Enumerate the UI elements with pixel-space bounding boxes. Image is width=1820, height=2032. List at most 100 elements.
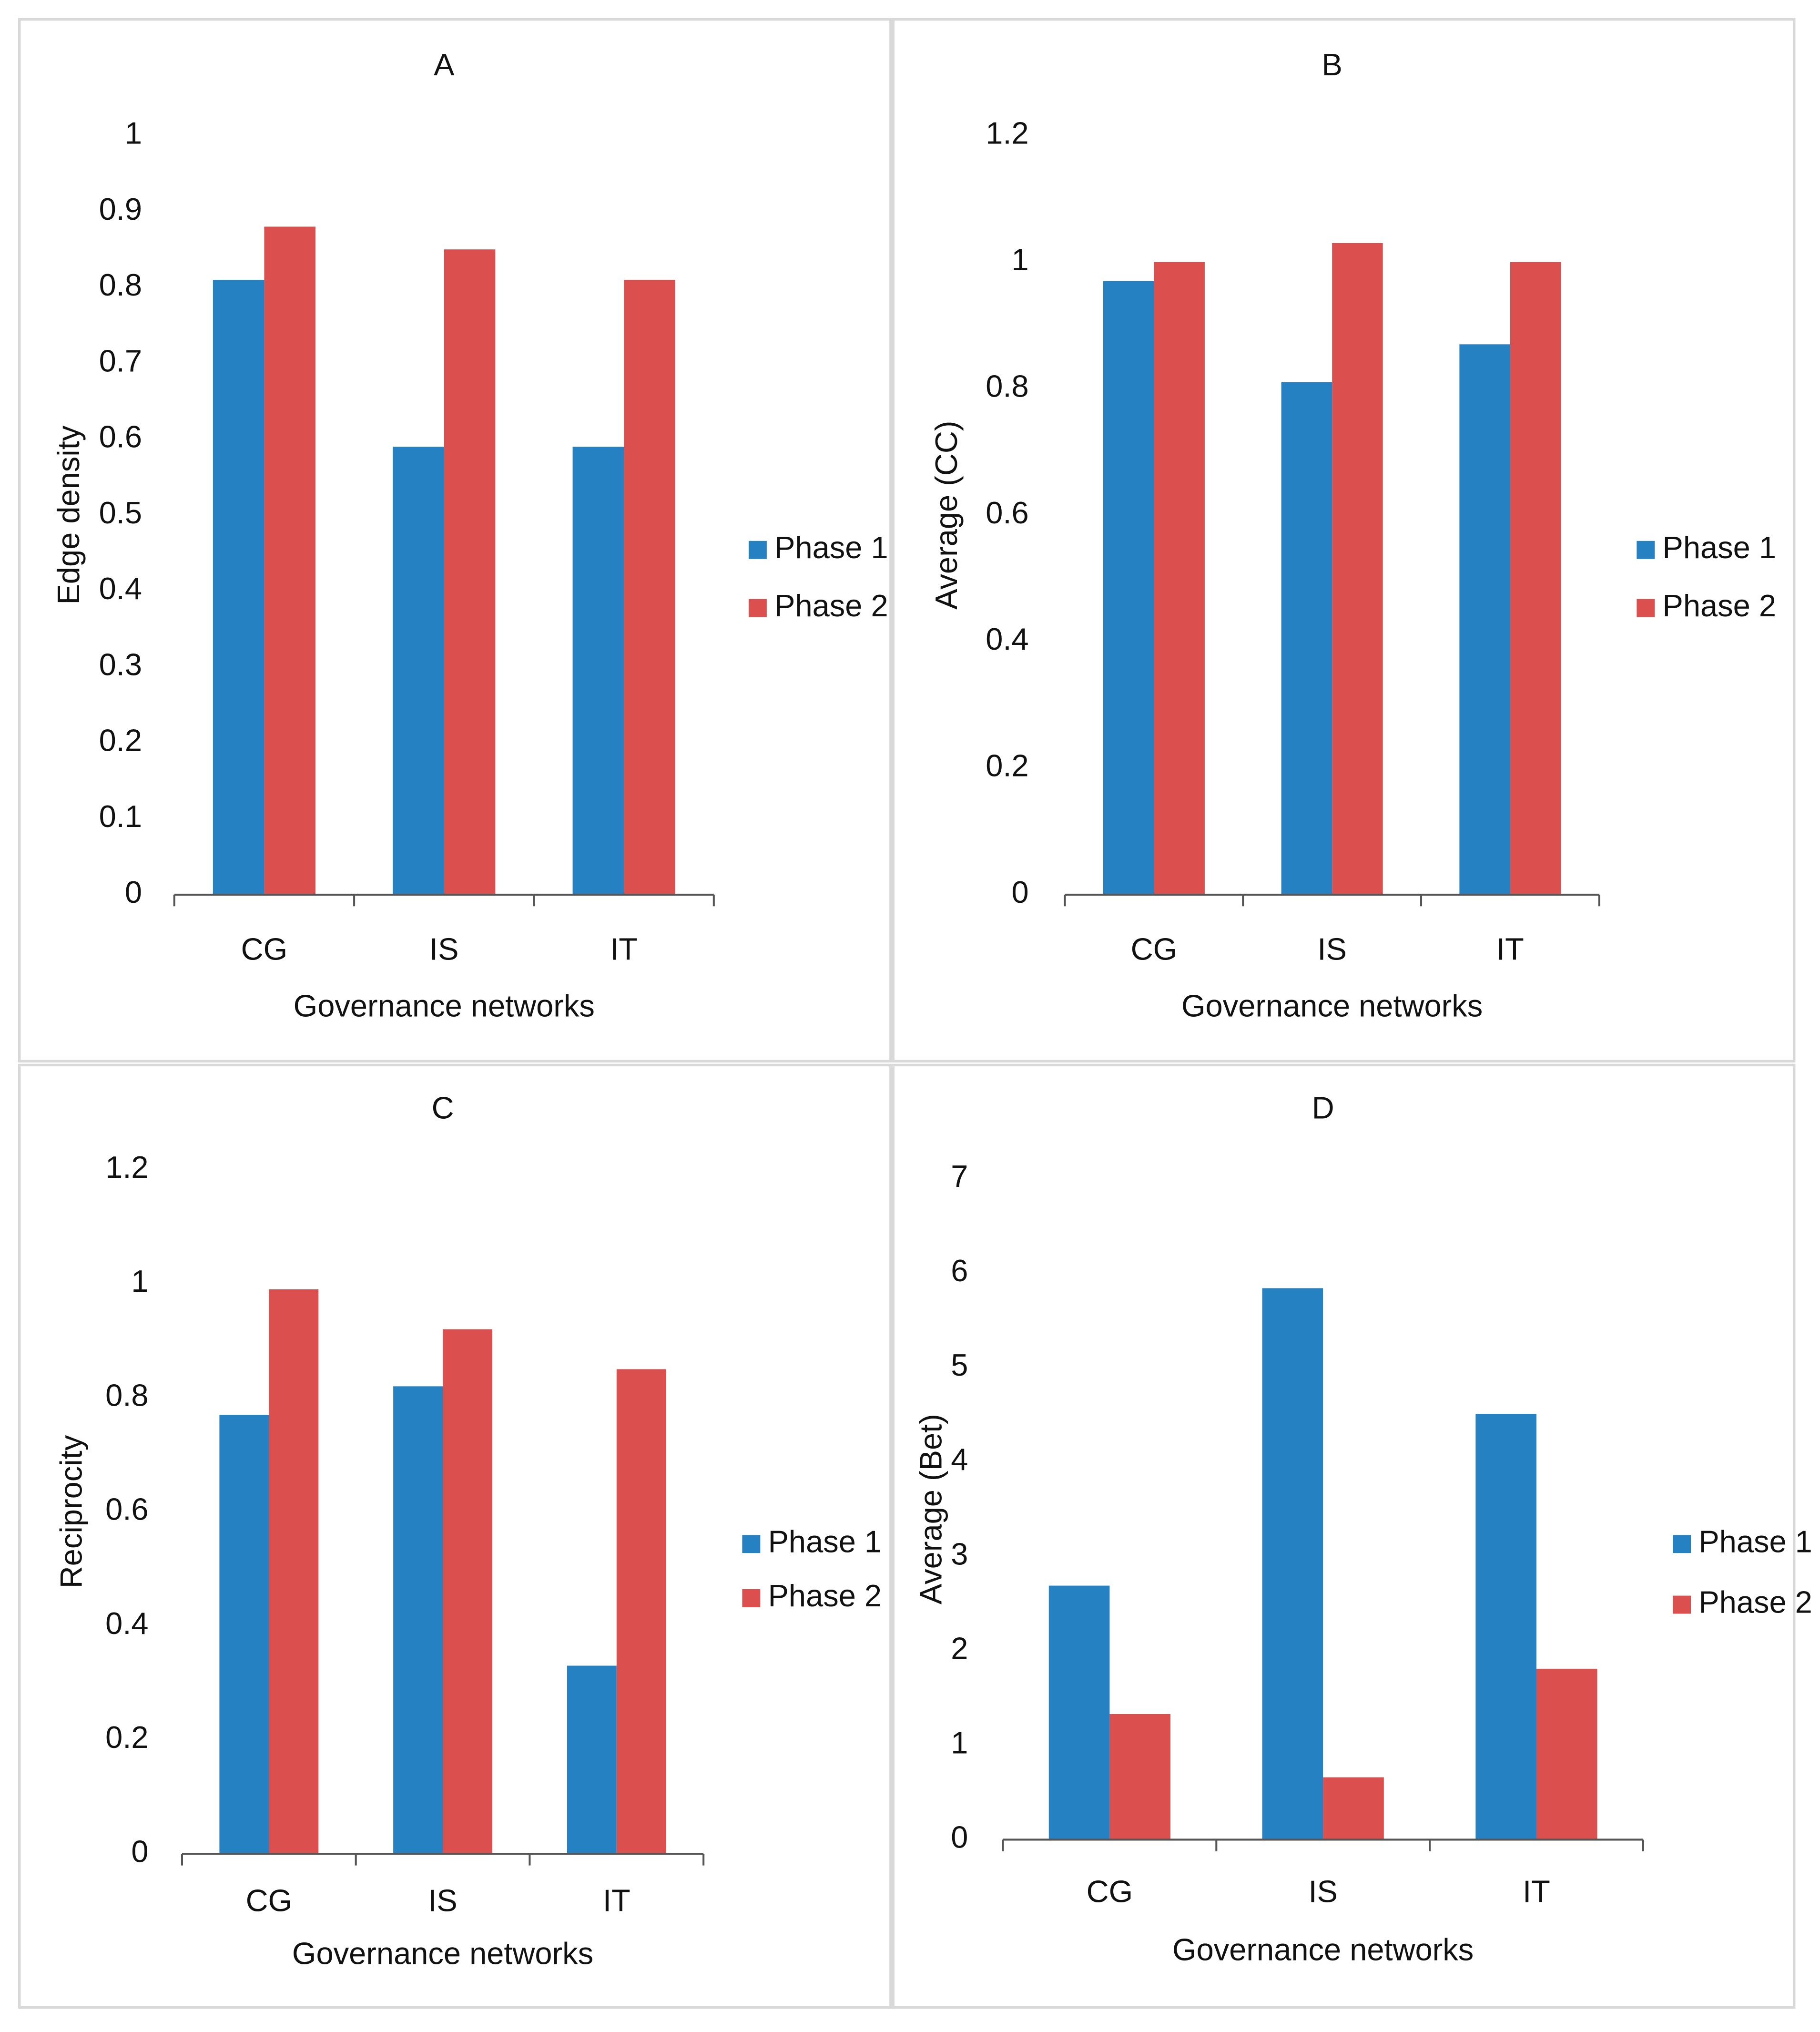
y-tick-label: 1 <box>951 1726 968 1760</box>
y-tick-label: 1 <box>131 1264 148 1298</box>
x-tick-label: CG <box>241 931 288 966</box>
x-axis-label: Governance networks <box>292 1936 593 1971</box>
bar <box>444 249 496 895</box>
x-tick-label: IS <box>429 931 458 966</box>
x-tick-label: IT <box>1496 931 1524 966</box>
chart-title: A <box>434 47 455 82</box>
legend-label: Phase 2 <box>1662 588 1776 623</box>
y-tick-label: 5 <box>951 1348 968 1382</box>
y-tick-label: 3 <box>951 1536 968 1571</box>
legend-label: Phase 2 <box>774 588 888 623</box>
x-axis-label: Governance networks <box>1181 988 1483 1023</box>
bar <box>1281 382 1332 895</box>
bar <box>393 1386 443 1854</box>
x-tick-label: IS <box>428 1883 457 1918</box>
y-tick-label: 0.3 <box>99 647 142 682</box>
chart-title: D <box>1312 1090 1334 1125</box>
legend-label: Phase 1 <box>1662 530 1776 565</box>
y-tick-label: 2 <box>951 1631 968 1665</box>
bar <box>1475 1414 1536 1840</box>
bar <box>567 1665 617 1854</box>
y-tick-label: 0.6 <box>105 1492 148 1527</box>
legend-swatch <box>742 1535 761 1553</box>
y-tick-label: 4 <box>951 1442 968 1477</box>
legend-label: Phase 2 <box>1698 1585 1812 1620</box>
bar <box>213 279 264 895</box>
panel-frame <box>892 1063 1796 2009</box>
y-tick-label: 0 <box>951 1820 968 1855</box>
x-axis-label: Governance networks <box>294 988 595 1023</box>
bar <box>1510 262 1561 895</box>
y-tick-label: 0 <box>1012 875 1029 909</box>
y-tick-label: 0.2 <box>105 1720 148 1755</box>
y-tick-label: 0.2 <box>99 723 142 758</box>
bar <box>1332 243 1383 895</box>
legend-swatch <box>742 1589 761 1607</box>
y-tick-label: 0.8 <box>986 368 1028 403</box>
bar <box>264 226 315 895</box>
bar <box>1109 1714 1171 1840</box>
bar <box>624 279 675 895</box>
x-tick-label: CG <box>246 1883 293 1918</box>
bar <box>1536 1668 1597 1840</box>
y-tick-label: 7 <box>951 1159 968 1194</box>
x-axis-label: Governance networks <box>1172 1932 1474 1967</box>
y-tick-label: 1 <box>1012 242 1029 277</box>
y-tick-label: 0.4 <box>986 622 1028 656</box>
bar <box>219 1415 269 1854</box>
y-tick-label: 0.1 <box>99 799 142 834</box>
y-axis-label: Average (Bet) <box>913 1414 948 1604</box>
y-tick-label: 0.4 <box>105 1606 148 1641</box>
y-tick-label: 0.8 <box>105 1378 148 1412</box>
x-tick-label: IT <box>603 1883 630 1918</box>
legend-swatch <box>1637 599 1655 617</box>
legend-label: Phase 1 <box>1698 1524 1812 1559</box>
y-tick-label: 0 <box>125 875 142 909</box>
y-tick-label: 0.5 <box>99 495 142 530</box>
bar <box>1154 262 1205 895</box>
x-tick-label: CG <box>1087 1874 1133 1909</box>
y-tick-label: 1.2 <box>105 1150 148 1184</box>
x-tick-label: IT <box>1523 1874 1550 1909</box>
legend-label: Phase 2 <box>768 1578 882 1613</box>
legend-swatch <box>748 541 767 559</box>
x-tick-label: IT <box>610 931 638 966</box>
x-tick-label: IS <box>1308 1874 1337 1909</box>
x-tick-label: CG <box>1131 931 1178 966</box>
bar <box>269 1289 319 1854</box>
y-tick-label: 0.2 <box>986 748 1028 783</box>
y-tick-label: 1.2 <box>986 116 1028 151</box>
y-axis-label: Average (CC) <box>929 421 964 610</box>
y-tick-label: 0.4 <box>99 571 142 606</box>
bar <box>616 1369 666 1854</box>
bar <box>1103 281 1154 895</box>
legend-swatch <box>1673 1595 1691 1614</box>
y-axis-label: Reciprocity <box>54 1435 89 1588</box>
y-tick-label: 1 <box>125 116 142 151</box>
x-tick-label: IS <box>1317 931 1346 966</box>
legend-label: Phase 1 <box>774 530 888 565</box>
y-tick-label: 0.6 <box>99 419 142 454</box>
bar <box>393 447 444 895</box>
legend-label: Phase 1 <box>768 1524 882 1559</box>
y-tick-label: 0.7 <box>99 343 142 378</box>
legend-swatch <box>1637 541 1655 559</box>
bar <box>572 447 624 895</box>
bar <box>1323 1777 1384 1840</box>
legend-swatch <box>1673 1535 1691 1553</box>
bar <box>1048 1585 1110 1840</box>
y-tick-label: 0.9 <box>99 192 142 226</box>
y-tick-label: 6 <box>951 1253 968 1288</box>
bar <box>1459 344 1510 895</box>
bar <box>443 1329 493 1854</box>
y-tick-label: 0.8 <box>99 267 142 302</box>
y-tick-label: 0 <box>131 1834 148 1869</box>
chart-title: C <box>432 1090 454 1125</box>
bar <box>1262 1288 1323 1840</box>
y-tick-label: 0.6 <box>986 495 1028 530</box>
chart-title: B <box>1322 47 1342 82</box>
legend-swatch <box>748 599 767 617</box>
y-axis-label: Edge density <box>51 425 86 604</box>
